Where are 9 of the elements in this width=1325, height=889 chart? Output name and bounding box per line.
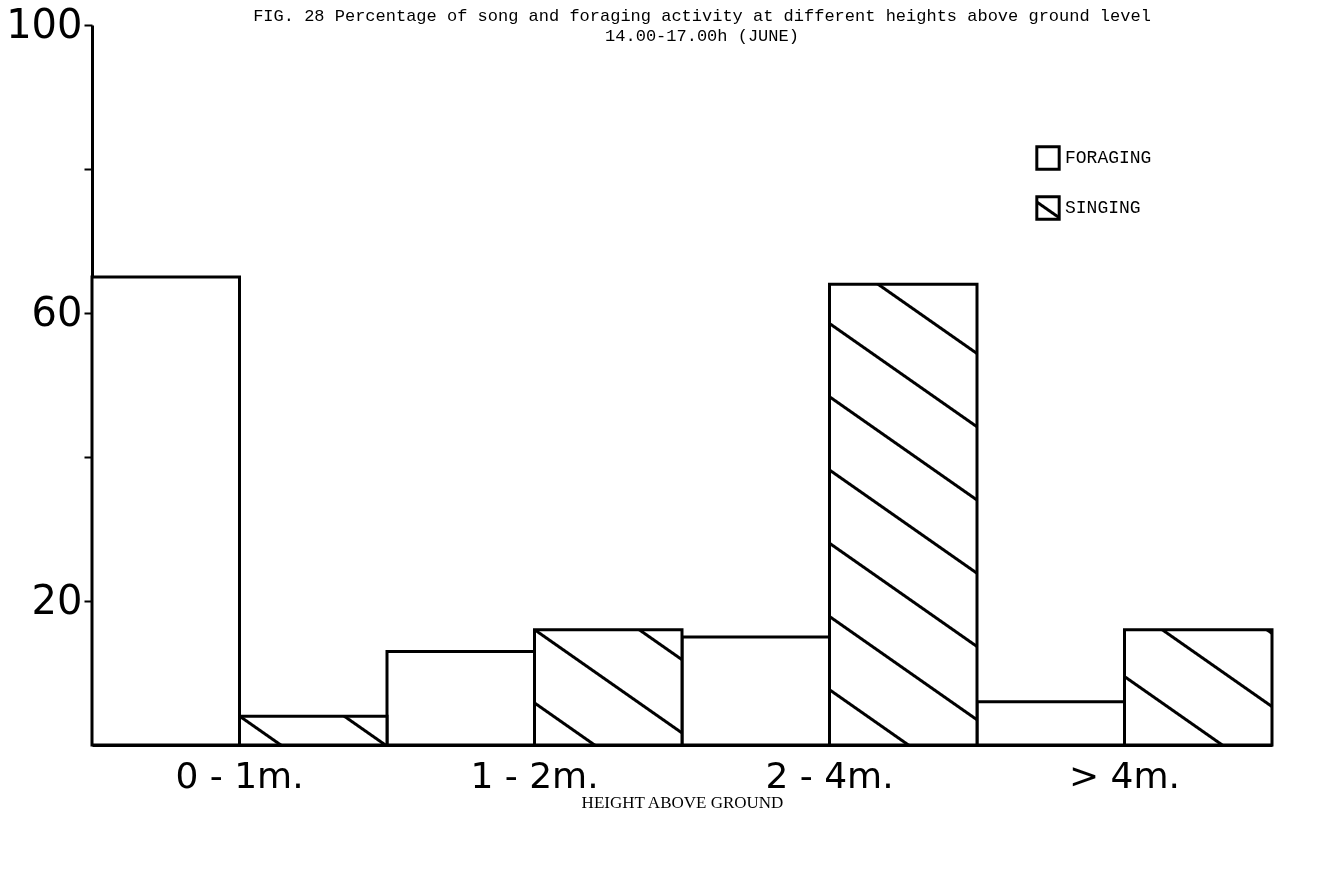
chart-subtitle: 14.00-17.00h (JUNE) xyxy=(605,27,799,46)
legend-label: SINGING xyxy=(1065,198,1141,218)
y-tick-label: 60 xyxy=(31,288,83,335)
x-tick-label: 0 - 1m. xyxy=(175,754,304,796)
y-tick-label: 100 xyxy=(6,0,83,47)
y-tick-label: 20 xyxy=(31,576,83,623)
x-tick-label: > 4m. xyxy=(1068,754,1181,796)
chart-title: FIG. 28 Percentage of song and foraging activity at different heights above ground level xyxy=(253,7,1151,26)
legend-label: FORAGING xyxy=(1065,148,1152,168)
